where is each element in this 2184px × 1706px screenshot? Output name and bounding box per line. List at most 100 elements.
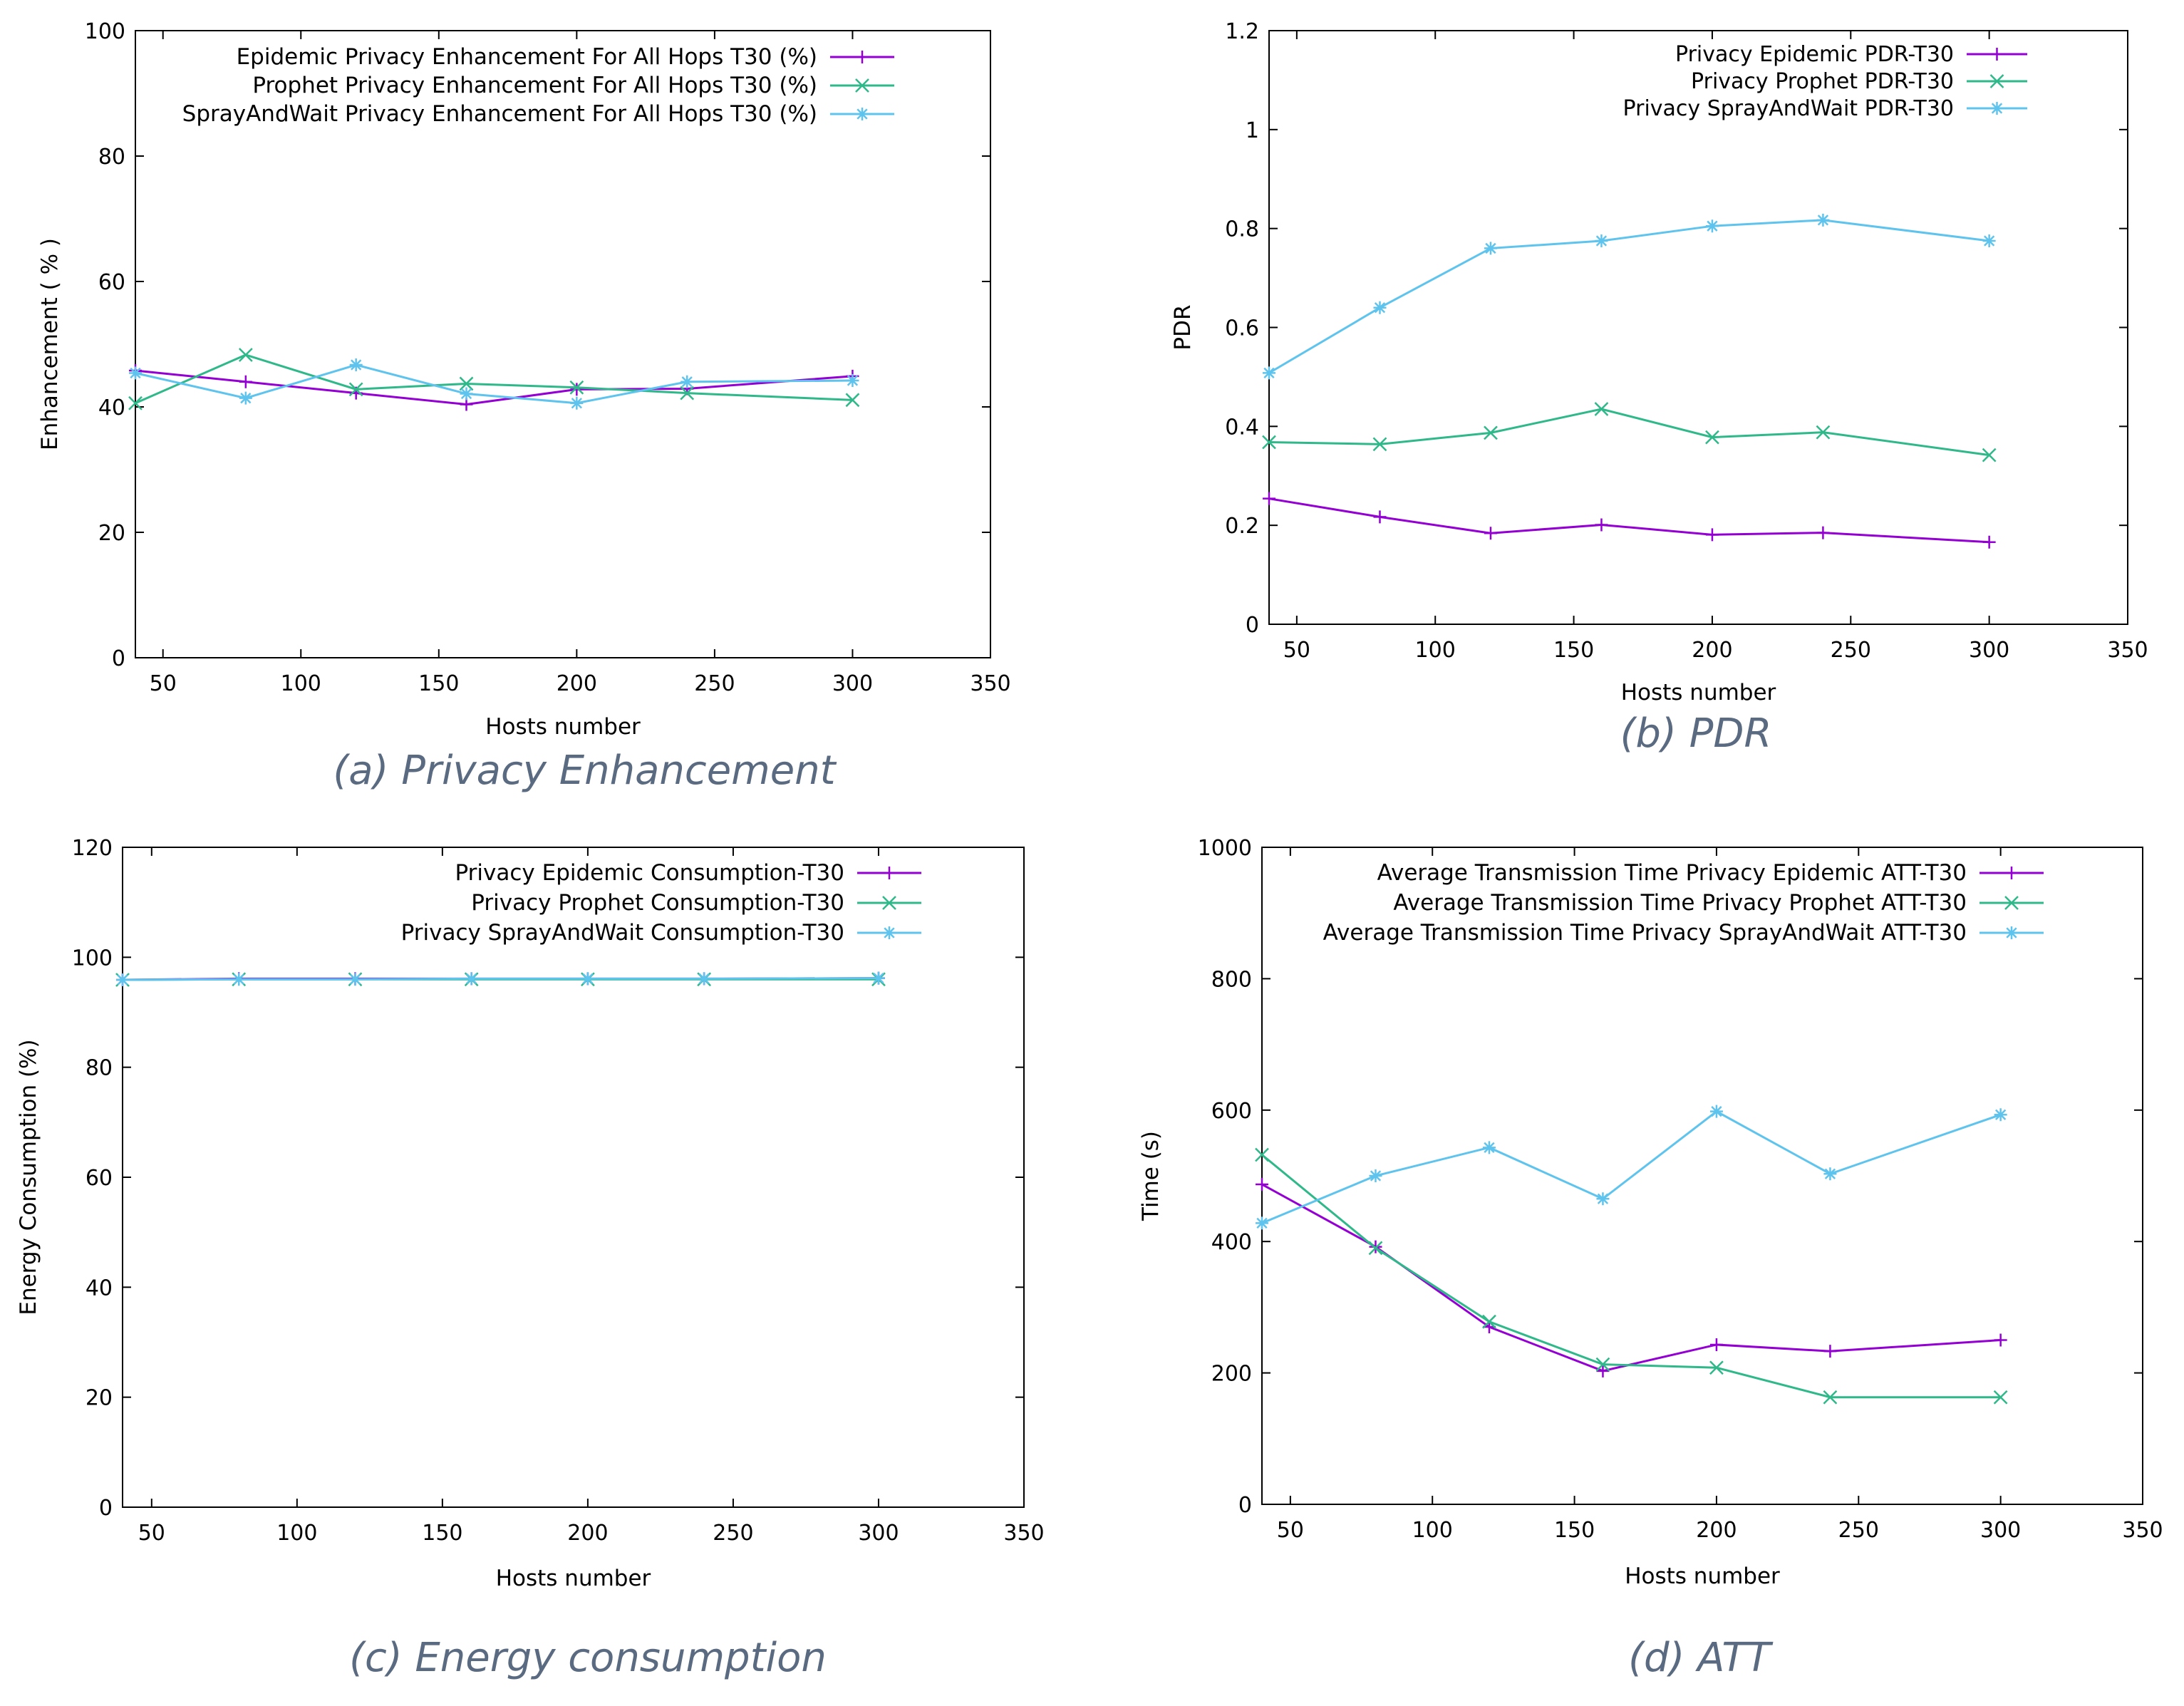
data-point bbox=[1262, 435, 1276, 450]
legend-label: SprayAndWait Privacy Enhancement For All… bbox=[182, 101, 817, 127]
legend-label: Privacy Epidemic Consumption-T30 bbox=[455, 860, 844, 886]
data-point bbox=[1982, 448, 1997, 462]
legend-marker bbox=[856, 51, 869, 63]
y-axis-label: Energy Consumption (%) bbox=[16, 1039, 41, 1315]
legend-label: Privacy SprayAndWait PDR-T30 bbox=[1623, 96, 1954, 121]
x-tick-label: 350 bbox=[1003, 1521, 1044, 1546]
data-point bbox=[1484, 242, 1497, 255]
data-point bbox=[1256, 1177, 1268, 1191]
data-point bbox=[1372, 437, 1387, 452]
data-point bbox=[1594, 402, 1609, 416]
series-line bbox=[1261, 1154, 2001, 1399]
legend-label: Privacy SprayAndWait Consumption-T30 bbox=[401, 920, 844, 946]
y-tick-label: 1.2 bbox=[1225, 19, 1259, 44]
data-point bbox=[1596, 1364, 1610, 1377]
legend-marker bbox=[1989, 74, 2004, 88]
data-point bbox=[570, 396, 584, 410]
data-point bbox=[1705, 528, 1719, 542]
data-point bbox=[569, 380, 584, 395]
series-prophet bbox=[1255, 1147, 2008, 1405]
x-tick-label: 200 bbox=[567, 1521, 608, 1546]
data-point bbox=[846, 374, 859, 388]
x-axis-label: Hosts number bbox=[485, 714, 641, 740]
data-point bbox=[680, 386, 695, 400]
x-tick-label: 150 bbox=[418, 671, 459, 696]
x-tick-label: 300 bbox=[858, 1521, 899, 1546]
y-tick-label: 0.6 bbox=[1225, 316, 1259, 341]
x-tick-label: 150 bbox=[1554, 1518, 1595, 1543]
data-point bbox=[1823, 1390, 1838, 1405]
panel-caption: (b) PDR bbox=[1620, 710, 1772, 757]
y-tick-label: 60 bbox=[86, 1166, 113, 1191]
series-prophet bbox=[1262, 402, 1997, 462]
y-tick-label: 80 bbox=[86, 1056, 113, 1081]
data-point bbox=[129, 366, 142, 380]
data-point bbox=[460, 387, 473, 400]
series-line bbox=[1261, 1110, 2002, 1224]
series-line bbox=[135, 369, 853, 405]
series-spraywait bbox=[1256, 1105, 2007, 1230]
panel-caption: (c) Energy consumption bbox=[349, 1635, 827, 1681]
data-point bbox=[1982, 535, 1996, 549]
x-tick-label: 50 bbox=[1277, 1518, 1304, 1543]
data-point bbox=[1482, 1314, 1496, 1329]
y-tick-label: 120 bbox=[72, 836, 113, 861]
data-point bbox=[239, 375, 252, 388]
data-point bbox=[1595, 234, 1608, 248]
data-point bbox=[680, 375, 694, 388]
y-tick-label: 800 bbox=[1211, 967, 1252, 992]
x-tick-label: 250 bbox=[1831, 638, 1871, 663]
data-point bbox=[1816, 213, 1830, 227]
y-tick-label: 80 bbox=[98, 145, 125, 170]
y-tick-label: 0 bbox=[112, 646, 125, 671]
x-tick-label: 100 bbox=[1415, 638, 1456, 663]
data-point bbox=[1482, 1141, 1496, 1154]
plot-frame bbox=[1261, 847, 2143, 1505]
data-point bbox=[1705, 430, 1719, 445]
data-point bbox=[1263, 366, 1275, 380]
x-tick-label: 150 bbox=[422, 1521, 462, 1546]
x-tick-label: 100 bbox=[276, 1521, 317, 1546]
x-tick-label: 50 bbox=[150, 671, 177, 696]
data-point bbox=[1709, 1105, 1723, 1118]
y-tick-label: 20 bbox=[98, 521, 125, 546]
legend-label: Privacy Epidemic PDR-T30 bbox=[1675, 42, 1954, 67]
x-tick-label: 250 bbox=[1838, 1518, 1879, 1543]
legend-marker bbox=[2004, 896, 2019, 910]
data-point bbox=[1982, 234, 1996, 248]
data-point bbox=[1823, 1167, 1837, 1181]
legend-label: Epidemic Privacy Enhancement For All Hop… bbox=[237, 44, 817, 70]
x-axis-label: Hosts number bbox=[1625, 1563, 1780, 1589]
y-tick-label: 0 bbox=[99, 1496, 113, 1521]
x-axis-label: Hosts number bbox=[1621, 680, 1776, 705]
legend-marker bbox=[856, 108, 869, 120]
data-point bbox=[1595, 518, 1608, 532]
y-tick-label: 600 bbox=[1211, 1099, 1252, 1124]
data-point bbox=[1368, 1241, 1383, 1256]
data-point bbox=[1993, 1390, 2008, 1405]
data-point bbox=[1823, 1345, 1837, 1358]
chart-panel-a: 50 100 150 200 250 300 350 0 20 40 60 80 100 Hosts nu… bbox=[37, 19, 1011, 794]
x-tick-label: 100 bbox=[1412, 1518, 1453, 1543]
y-tick-label: 1000 bbox=[1198, 836, 1252, 861]
data-point bbox=[1709, 1338, 1723, 1351]
y-axis-label: PDR bbox=[1170, 304, 1196, 350]
data-point bbox=[348, 382, 363, 397]
data-point bbox=[1816, 425, 1831, 440]
data-point bbox=[232, 973, 246, 986]
y-axis-label: Enhancement ( % ) bbox=[37, 238, 63, 450]
data-point bbox=[465, 972, 478, 986]
data-point bbox=[1595, 1357, 1610, 1372]
y-tick-label: 0.2 bbox=[1225, 514, 1259, 539]
data-point bbox=[581, 972, 594, 986]
legend-marker bbox=[855, 78, 869, 93]
panel-caption: (a) Privacy Enhancement bbox=[333, 748, 837, 794]
legend-marker bbox=[883, 926, 896, 939]
x-tick-label: 200 bbox=[1692, 638, 1732, 663]
x-tick-label: 50 bbox=[138, 1521, 165, 1546]
data-point bbox=[1705, 219, 1719, 233]
x-axis-label: Hosts number bbox=[496, 1566, 651, 1591]
y-axis-label: Time (s) bbox=[1138, 1131, 1164, 1221]
x-tick-label: 200 bbox=[557, 671, 597, 696]
y-tick-label: 100 bbox=[85, 19, 125, 44]
